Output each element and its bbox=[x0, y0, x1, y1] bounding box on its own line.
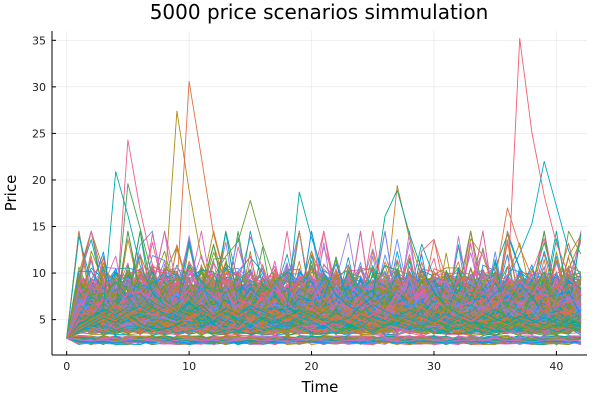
x-tick-label: 30 bbox=[427, 360, 441, 373]
scenario-line bbox=[66, 274, 582, 339]
scenario-line bbox=[66, 230, 582, 339]
tick-labels: 0 10 20 30 40 5 10 15 20 25 30 35 bbox=[32, 34, 563, 373]
scenario-line-16 bbox=[66, 337, 581, 343]
scenario-line bbox=[66, 268, 582, 339]
y-tick-label: 35 bbox=[32, 34, 46, 47]
scenario-line-8 bbox=[66, 189, 581, 339]
y-axis-label: Price bbox=[2, 175, 20, 212]
y-tick-label: 25 bbox=[32, 127, 46, 140]
scenario-line-2 bbox=[66, 110, 582, 339]
x-tick-label: 20 bbox=[305, 360, 319, 373]
scenario-line-4 bbox=[66, 171, 581, 339]
chart-title: 5000 price scenarios simmulation bbox=[150, 0, 489, 24]
x-tick-label: 10 bbox=[182, 360, 196, 373]
scenario-line-10 bbox=[66, 160, 582, 339]
x-tick-label: 0 bbox=[63, 360, 70, 373]
x-axis-label: Time bbox=[301, 378, 339, 396]
scenario-line bbox=[66, 275, 582, 339]
scenario-line-5 bbox=[66, 183, 581, 339]
y-tick-label: 10 bbox=[32, 267, 46, 280]
scenario-line-14 bbox=[66, 337, 581, 343]
y-tick-label: 5 bbox=[39, 314, 46, 327]
scenario-line-13 bbox=[66, 207, 582, 339]
scenario-line-11 bbox=[66, 191, 581, 339]
y-tick-label: 30 bbox=[32, 81, 46, 94]
scenario-line bbox=[66, 271, 582, 339]
scenario-line-9 bbox=[66, 37, 582, 339]
scenario-line-12 bbox=[66, 239, 582, 339]
x-tick-label: 40 bbox=[549, 360, 563, 373]
scenario-line bbox=[66, 335, 581, 346]
scenario-series bbox=[66, 37, 582, 344]
y-tick-label: 20 bbox=[32, 174, 46, 187]
y-tick-label: 15 bbox=[32, 221, 46, 234]
scenario-line bbox=[66, 281, 582, 339]
axes bbox=[51, 31, 587, 356]
